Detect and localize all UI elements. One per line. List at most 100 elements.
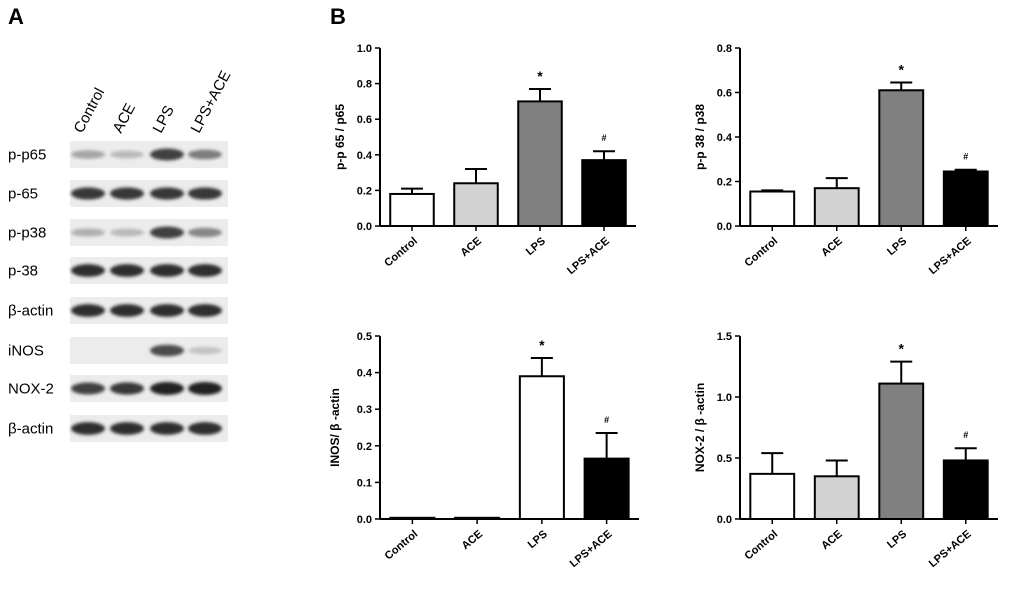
- x-tick-label: ACE: [819, 235, 845, 259]
- blot-band: [150, 422, 184, 435]
- bar: [454, 516, 501, 521]
- bar: [813, 187, 860, 228]
- blot-band: [150, 304, 184, 317]
- significance-marker: *: [539, 337, 545, 353]
- blot-row-label: p-p38: [8, 225, 46, 242]
- y-tick-label: 0.5: [357, 331, 372, 343]
- x-tick-label: LPS: [885, 528, 909, 551]
- bar: [518, 375, 565, 521]
- blot-band: [110, 150, 144, 159]
- blot-band: [110, 382, 144, 395]
- blot-row-label: iNOS: [8, 343, 44, 360]
- western-blot: Control ACE LPS LPS+ACE p-p65 p-65 p-p38 p-38 β-…: [8, 68, 234, 442]
- y-tick-label: 0.8: [717, 43, 732, 55]
- blot-row-label: p-p65: [8, 147, 46, 164]
- blot-band: [188, 149, 222, 160]
- bar: [942, 459, 989, 521]
- blot-band: [188, 346, 222, 355]
- blot-lane-label: ACE: [110, 101, 139, 136]
- blot-band: [110, 264, 144, 277]
- blot-row-label: β-actin: [8, 421, 53, 438]
- bar: [749, 190, 796, 227]
- significance-marker: #: [963, 430, 968, 440]
- y-tick-label: 1.0: [717, 392, 732, 404]
- y-tick-label: 0.2: [357, 441, 372, 453]
- blot-band: [71, 304, 105, 317]
- y-tick-label: 0.5: [717, 453, 732, 465]
- chart-p-p65: 0.0 0.2 0.4 0.6 0.8 1.0 p-p 65 / p65 Control ACE…: [333, 43, 636, 277]
- x-tick-label: LPS: [885, 235, 909, 258]
- x-tick-label: Control: [743, 528, 781, 562]
- bar: [453, 182, 499, 227]
- blot-band: [110, 422, 144, 435]
- blot-band: [188, 422, 222, 435]
- blot-band: [110, 304, 144, 317]
- blot-band: [71, 228, 105, 237]
- y-tick-label: 0.1: [357, 477, 372, 489]
- y-tick-label: 0.3: [357, 404, 372, 416]
- bar: [878, 89, 925, 228]
- x-tick-label: LPS+ACE: [568, 528, 615, 570]
- blot-band: [188, 264, 222, 277]
- blot-row-label: NOX-2: [8, 381, 54, 398]
- blot-band: [150, 344, 184, 357]
- blot-band: [150, 226, 184, 239]
- x-tick-label: Control: [383, 528, 421, 562]
- blot-row-label: β-actin: [8, 303, 53, 320]
- blot-band: [188, 227, 222, 238]
- bar: [389, 516, 436, 521]
- chart-inos: 0.0 0.1 0.2 0.3 0.4 0.5 INOS/ β -actin Control A…: [328, 331, 639, 570]
- bar: [583, 457, 630, 520]
- panel-letter-b: B: [330, 4, 346, 29]
- bar: [389, 192, 435, 228]
- x-tick-label: ACE: [458, 235, 484, 259]
- y-axis-label: p-p 65 / p65: [333, 104, 347, 170]
- blot-band: [71, 382, 105, 395]
- blot-band: [71, 187, 105, 200]
- y-tick-label: 0.2: [717, 177, 732, 189]
- significance-marker: *: [899, 341, 905, 357]
- y-tick-label: 1.5: [717, 331, 732, 343]
- significance-marker: *: [899, 61, 905, 77]
- blot-band: [110, 187, 144, 200]
- y-tick-label: 0.6: [717, 88, 732, 100]
- x-tick-label: LPS+ACE: [565, 235, 612, 277]
- blot-band: [188, 304, 222, 317]
- y-axis-label: NOX-2 / β -actin: [693, 383, 707, 472]
- chart-p-p38: 0.0 0.2 0.4 0.6 0.8 p-p 38 / p38 Control ACE * LP…: [693, 43, 998, 277]
- blot-band: [150, 148, 184, 161]
- x-tick-label: Control: [382, 235, 420, 269]
- bar: [813, 475, 860, 521]
- blot-row-label: p-65: [8, 186, 38, 203]
- x-tick-label: Control: [743, 235, 781, 269]
- y-tick-label: 0.0: [717, 514, 732, 526]
- blot-band: [71, 150, 105, 159]
- x-tick-label: ACE: [819, 528, 845, 552]
- significance-marker: #: [604, 415, 609, 425]
- y-axis-label: p-p 38 / p38: [693, 104, 707, 170]
- blot-band: [71, 422, 105, 435]
- y-tick-label: 0.8: [357, 79, 372, 91]
- significance-marker: #: [601, 133, 606, 143]
- x-tick-label: LPS: [524, 235, 548, 258]
- y-tick-label: 0.4: [357, 368, 373, 380]
- x-tick-label: LPS+ACE: [927, 235, 974, 277]
- y-tick-label: 0.4: [717, 132, 733, 144]
- y-tick-label: 0.0: [717, 221, 732, 233]
- significance-marker: #: [963, 152, 968, 162]
- y-tick-label: 1.0: [357, 43, 372, 55]
- blot-band: [150, 187, 184, 200]
- x-tick-label: LPS: [526, 528, 550, 551]
- blot-lane-label: Control: [71, 85, 109, 136]
- blot-band: [188, 187, 222, 200]
- bar: [581, 159, 627, 227]
- blot-band: [150, 264, 184, 277]
- bar: [878, 382, 925, 520]
- y-axis-label: INOS/ β -actin: [328, 388, 342, 467]
- blot-band: [150, 382, 184, 395]
- x-tick-label: ACE: [460, 528, 486, 552]
- x-tick-label: LPS+ACE: [927, 528, 974, 570]
- significance-marker: *: [537, 68, 543, 84]
- blot-row-label: p-38: [8, 263, 38, 280]
- panel-letter-a: A: [8, 4, 24, 29]
